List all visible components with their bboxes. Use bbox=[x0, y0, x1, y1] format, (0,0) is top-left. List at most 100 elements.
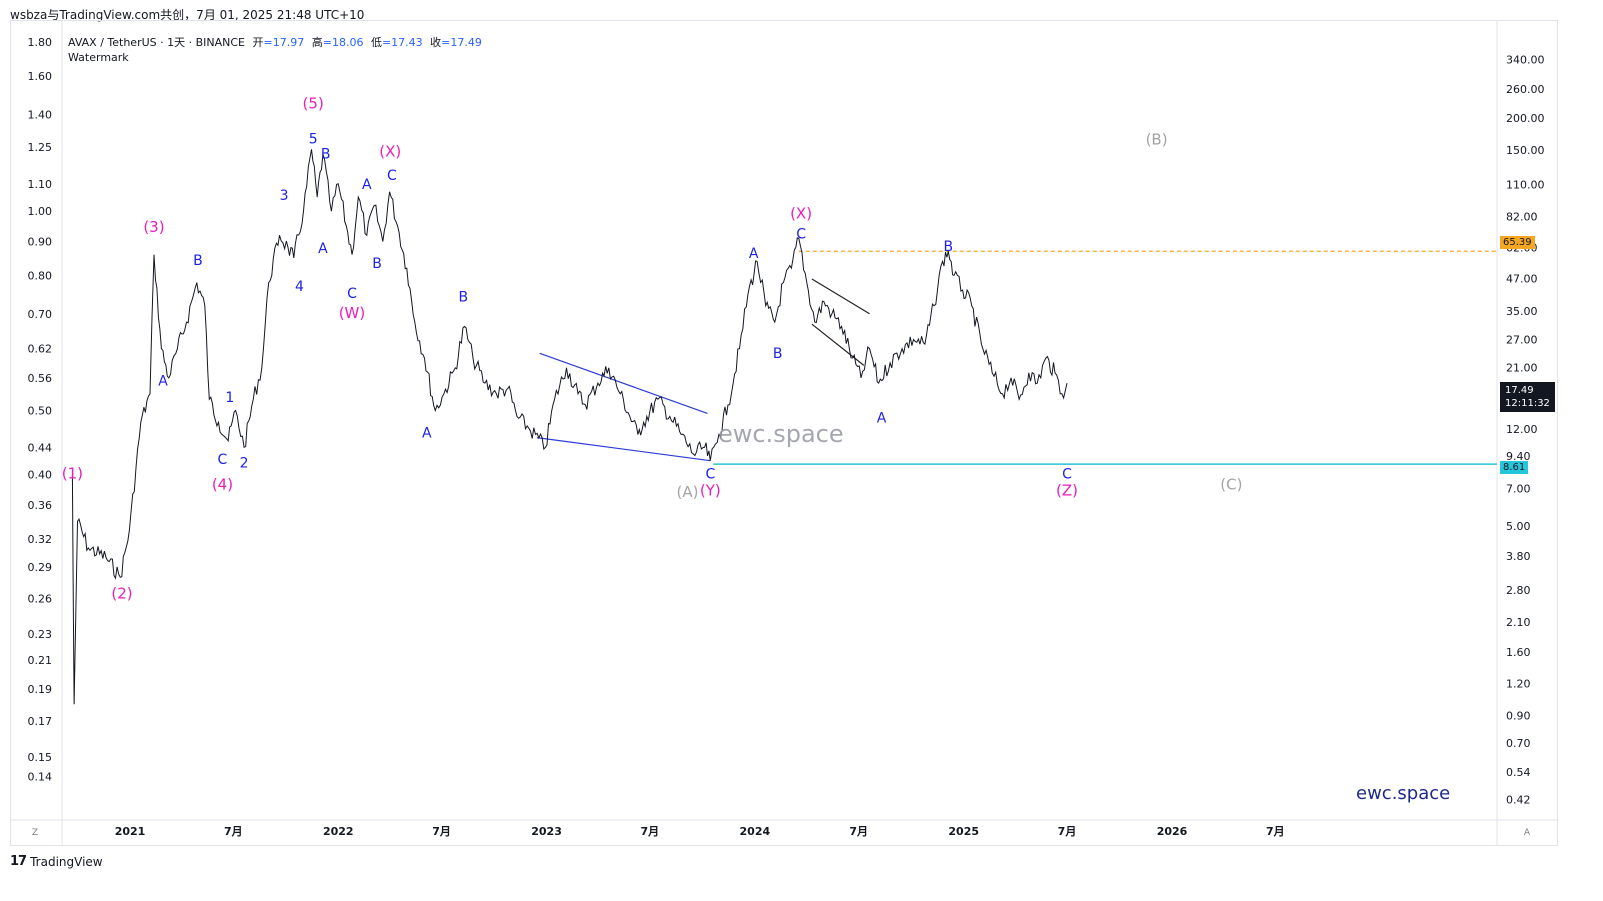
ohlc-close-value: =17.49 bbox=[441, 36, 482, 49]
ohlc-high-label: 高 bbox=[311, 36, 323, 49]
elliott-wave-label: C bbox=[705, 466, 715, 482]
right-price-tick-label: 200.00 bbox=[1506, 112, 1545, 125]
elliott-wave-label: A bbox=[318, 241, 328, 257]
right-price-tick-label: 340.00 bbox=[1506, 54, 1545, 67]
watermark-indicator-label[interactable]: Watermark bbox=[68, 51, 129, 64]
right-price-tick-label: 1.60 bbox=[1506, 646, 1531, 659]
cyan-line-price-tag: 8.61 bbox=[1500, 461, 1529, 474]
right-price-tick-label: 5.00 bbox=[1506, 520, 1531, 533]
elliott-wave-label: (A) bbox=[677, 483, 699, 501]
left-price-tick-label: 1.80 bbox=[28, 36, 53, 49]
left-price-tick-label: 0.70 bbox=[28, 308, 53, 321]
left-price-tick-label: 0.32 bbox=[28, 533, 53, 546]
left-price-tick-label: 0.21 bbox=[28, 654, 53, 667]
right-price-tick-label: 9.40 bbox=[1506, 450, 1531, 463]
elliott-wave-label: (4) bbox=[212, 475, 233, 493]
right-price-tick-label: 12.00 bbox=[1506, 423, 1538, 436]
elliott-wave-label: (3) bbox=[143, 218, 164, 236]
left-price-tick-label: 1.60 bbox=[28, 70, 53, 83]
left-price-tick-label: 0.15 bbox=[28, 751, 53, 764]
time-tick-label: 7月 bbox=[432, 825, 451, 838]
time-tick-label: 2021 bbox=[115, 825, 146, 838]
time-tick-label: 2023 bbox=[531, 825, 562, 838]
elliott-wave-label: (2) bbox=[111, 585, 132, 603]
trendline[interactable] bbox=[811, 323, 865, 366]
left-price-tick-label: 1.10 bbox=[28, 178, 53, 191]
trendline[interactable] bbox=[536, 437, 711, 462]
left-price-tick-label: 1.25 bbox=[28, 141, 53, 154]
elliott-wave-label: (B) bbox=[1146, 131, 1168, 149]
time-tick-label: 2025 bbox=[948, 825, 979, 838]
elliott-wave-label: 1 bbox=[225, 390, 234, 406]
elliott-wave-label: (5) bbox=[303, 94, 324, 112]
trendline[interactable] bbox=[539, 352, 708, 414]
left-price-tick-label: 0.56 bbox=[28, 372, 53, 385]
left-price-tick-label: 0.23 bbox=[28, 628, 53, 641]
bar-countdown: 12:11:32 bbox=[1505, 398, 1550, 409]
ohlc-low-label: 低 bbox=[370, 36, 382, 49]
time-tick-label: 2026 bbox=[1157, 825, 1188, 838]
elliott-wave-label: 2 bbox=[240, 456, 249, 472]
elliott-wave-label: C bbox=[796, 226, 806, 242]
time-tick-label: 7月 bbox=[224, 825, 243, 838]
last-price-value: 17.49 bbox=[1505, 385, 1534, 396]
left-price-tick-label: 0.26 bbox=[28, 593, 53, 606]
symbol-name[interactable]: AVAX / TetherUS · 1天 · BINANCE bbox=[68, 36, 246, 49]
elliott-wave-label: (W) bbox=[339, 304, 366, 322]
elliott-wave-label: A bbox=[749, 246, 759, 262]
elliott-wave-label: A bbox=[158, 374, 168, 390]
elliott-wave-label: 5 bbox=[309, 132, 318, 148]
snapshot-caption: wsbza与TradingView.com共创，7月 01, 2025 21:4… bbox=[10, 8, 365, 22]
tradingview-logo-icon: 17 bbox=[10, 854, 27, 869]
left-price-tick-label: 0.50 bbox=[28, 405, 53, 418]
corner-watermark: ewc.space bbox=[1356, 783, 1451, 804]
right-price-tick-label: 21.00 bbox=[1506, 361, 1538, 374]
left-price-tick-label: 0.40 bbox=[28, 469, 53, 482]
left-price-tick-label: 0.14 bbox=[28, 771, 53, 784]
time-tick-label: 2024 bbox=[740, 825, 771, 838]
ohlc-open-value: =17.97 bbox=[263, 36, 305, 49]
time-tick-label: 7月 bbox=[1266, 825, 1285, 838]
left-price-tick-label: 0.29 bbox=[28, 561, 53, 574]
auto-scale-button[interactable]: A bbox=[1523, 828, 1531, 838]
orange-line-price-tag: 65.39 bbox=[1500, 236, 1535, 249]
last-price-tag: 17.49 12:11:32 bbox=[1500, 382, 1555, 412]
left-price-tick-label: 0.17 bbox=[28, 715, 53, 728]
elliott-wave-label: B bbox=[193, 253, 203, 269]
right-price-tick-label: 35.00 bbox=[1506, 305, 1538, 318]
chart-frame bbox=[10, 20, 1558, 846]
elliott-wave-label: (X) bbox=[379, 142, 401, 160]
center-watermark: ewc.space bbox=[718, 420, 844, 448]
left-price-tick-label: 0.62 bbox=[28, 343, 53, 356]
left-price-tick-label: 1.00 bbox=[28, 205, 53, 218]
ohlc-high-value: =18.06 bbox=[322, 36, 364, 49]
right-price-tick-label: 260.00 bbox=[1506, 83, 1545, 96]
elliott-wave-label: B bbox=[458, 290, 468, 306]
trendline[interactable] bbox=[811, 278, 870, 315]
elliott-wave-label: C bbox=[218, 452, 228, 468]
time-tick-label: 2022 bbox=[323, 825, 354, 838]
right-price-tick-label: 0.70 bbox=[1506, 737, 1531, 750]
footer-branding[interactable]: 17 TradingView bbox=[10, 854, 103, 869]
ohlc-low-value: =17.43 bbox=[381, 36, 423, 49]
left-price-tick-label: 0.80 bbox=[28, 269, 53, 282]
elliott-wave-label: (X) bbox=[790, 204, 812, 222]
elliott-wave-label: C bbox=[347, 286, 357, 302]
right-price-tick-label: 1.20 bbox=[1506, 678, 1531, 691]
elliott-wave-label: 3 bbox=[280, 188, 289, 204]
timezone-button[interactable]: Z bbox=[31, 828, 39, 838]
left-price-tick-label: 1.40 bbox=[28, 108, 53, 121]
elliott-wave-label: (C) bbox=[1220, 475, 1242, 493]
price-line[interactable] bbox=[71, 149, 1068, 705]
elliott-wave-label: (Y) bbox=[700, 482, 721, 500]
left-price-tick-label: 0.36 bbox=[28, 499, 53, 512]
time-tick-label: 7月 bbox=[849, 825, 868, 838]
right-price-tick-label: 27.00 bbox=[1506, 334, 1538, 347]
elliott-wave-label: A bbox=[422, 426, 432, 442]
tradingview-brand: TradingView bbox=[30, 854, 103, 869]
ohlc-open-label: 开 bbox=[252, 36, 264, 49]
elliott-wave-label: B bbox=[321, 147, 331, 163]
right-price-tick-label: 110.00 bbox=[1506, 178, 1545, 191]
elliott-wave-label: B bbox=[944, 239, 954, 255]
